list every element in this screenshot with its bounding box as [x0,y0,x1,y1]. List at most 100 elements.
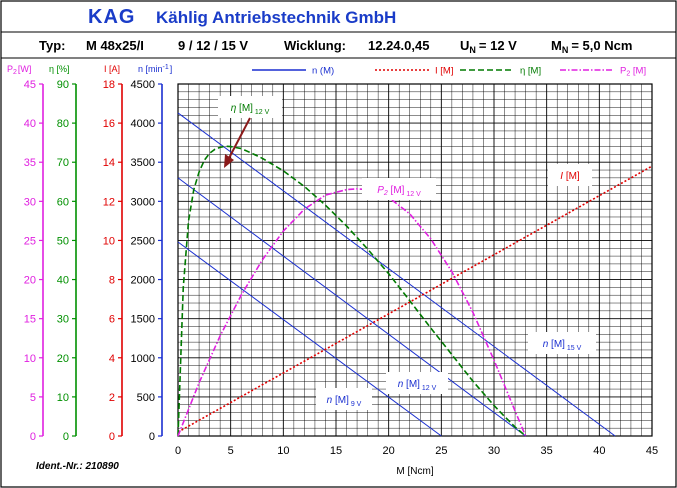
type-label: Typ: [39,38,65,53]
annotation-label: n [M] 9 V [327,395,362,408]
y-tick-label: 8 [109,275,115,287]
ident-number: Ident.-Nr.: 210890 [36,461,119,472]
y-tick-label: 14 [103,157,115,169]
series-line [177,241,442,437]
y-tick-label: 45 [24,79,36,91]
y-tick-label: 5 [30,392,36,404]
annotation-2: I [M] [548,164,592,186]
annotation-bg [548,164,592,186]
y-tick-label: 70 [57,157,69,169]
plot-frame [177,83,653,437]
model-value: M 48x25/I [86,38,144,53]
y-axis-title: P2[W] [7,64,31,76]
y-tick-label: 30 [57,314,69,326]
y-tick-label: 10 [103,235,115,247]
series-line [177,188,527,437]
y-tick-label: 20 [57,353,69,365]
annotation-4: n [M] 12 V [386,372,448,394]
series-line [177,177,526,437]
y-tick-label: 0 [149,431,155,443]
company-name: Kählig Antriebstechnik GmbH [156,8,396,27]
y-tick-label: 12 [103,196,115,208]
y-tick-label: 60 [57,196,69,208]
annotation-arrow [227,117,251,161]
y-tick-label: 4000 [131,118,155,130]
y-axis-title: I [A] [104,64,120,74]
y-tick-label: 50 [57,235,69,247]
y-tick-label: 16 [103,118,115,130]
x-tick-label: 45 [646,445,658,457]
y-tick-label: 1000 [131,353,155,365]
y-tick-label: 10 [24,353,36,365]
y-tick-label: 3000 [131,196,155,208]
y-tick-label: 90 [57,79,69,91]
y-tick-label: 500 [137,392,155,404]
winding-value: 12.24.0,45 [368,38,429,53]
x-tick-label: 15 [330,445,342,457]
y-tick-label: 25 [24,235,36,247]
annotation-label: η [M] 12 V [231,103,270,116]
y-tick-label: 4 [109,353,115,365]
legend-label-current: I [M] [435,66,453,77]
x-tick-label: 25 [435,445,447,457]
annotation-3: n [M] 15 V [528,332,596,354]
annotation-label: n [M] 15 V [543,339,582,352]
y-tick-label: 2000 [131,275,155,287]
series-group [177,112,653,437]
y-tick-label: 2 [109,392,115,404]
y-tick-label: 10 [57,392,69,404]
y-tick-label: 1500 [131,314,155,326]
series-line [177,165,653,433]
x-tick-label: 5 [228,445,234,457]
nominal-torque: MN = 5,0 Ncm [551,38,632,55]
y-axis-power: 0 5 10 15 20 25 30 35 40 45 P2[W] [7,64,44,443]
y-axis-title: n [min-1] [138,64,172,74]
y-tick-label: 4500 [131,79,155,91]
header: KAG Kählig Antriebstechnik GmbH Typ: M 4… [39,6,632,55]
brand-logo: KAG [88,6,135,28]
y-tick-label: 18 [103,79,115,91]
legend-label-efficiency: η [M] [520,66,541,77]
y-axis-speed: 0 500 1000 1500 2000 2500 3000 3500 4000 4500 n [m… [131,64,173,443]
x-tick-label: 0 [175,445,181,457]
legend-label-power: P2 [M] [620,66,646,78]
y-tick-label: 3500 [131,157,155,169]
voltages-value: 9 / 12 / 15 V [178,38,248,53]
y-axis-current: 0 2 4 6 8 10 12 14 16 18 I [A] [103,64,123,443]
annotation-bg [386,372,448,394]
series-line [177,145,527,437]
y-tick-label: 40 [24,118,36,130]
y-tick-label: 80 [57,118,69,130]
y-axis-eff: 0 10 20 30 40 50 60 70 80 90 η [%] [49,64,77,443]
y-tick-label: 15 [24,314,36,326]
x-axis-label: M [Ncm] [396,466,433,477]
series-line [177,112,616,437]
annotation-label: n [M] 12 V [398,379,437,392]
annotation-1: P2 [M] 12 V [362,178,436,200]
y-tick-label: 35 [24,157,36,169]
annotation-label: I [M] [560,171,580,182]
legend: n (M) I [M] η [M] P2 [M] [252,66,646,78]
y-tick-label: 6 [109,314,115,326]
x-tick-label: 35 [541,445,553,457]
y-tick-label: 0 [30,431,36,443]
y-tick-label: 40 [57,275,69,287]
characteristic-chart: 0 5 10 15 20 25 30 35 40 45M [Ncm]051015202530354… [7,64,658,477]
annotation-5: n [M] 9 V [316,388,372,410]
annotation-bg [316,388,372,410]
annotation-arrow-head [224,154,234,168]
annotation-bg [218,96,282,118]
x-tick-label: 10 [277,445,289,457]
annotation-label: P2 [M] 12 V [377,185,421,198]
x-tick-label: 20 [383,445,395,457]
y-tick-label: 2500 [131,235,155,247]
x-tick-label: 30 [488,445,500,457]
annotation-bg [528,332,596,354]
annotation-bg [362,178,436,200]
legend-label-speed: n (M) [312,66,334,77]
x-tick-label: 40 [593,445,605,457]
y-tick-label: 30 [24,196,36,208]
y-tick-label: 0 [63,431,69,443]
